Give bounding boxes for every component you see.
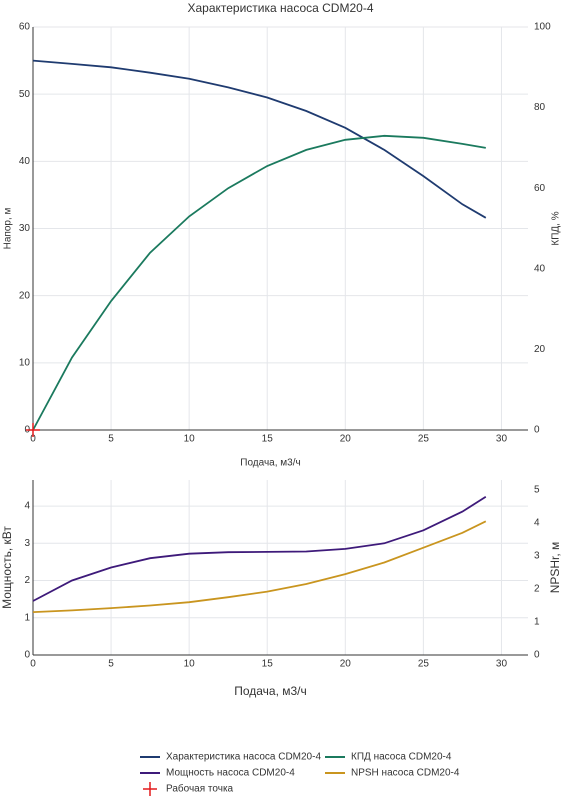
y-tick-label: 50 bbox=[19, 89, 31, 100]
x-axis-label: Подача, м3/ч bbox=[234, 684, 307, 698]
series-line bbox=[32, 520, 487, 613]
series-line bbox=[32, 59, 487, 219]
x-tick-label: 20 bbox=[340, 659, 352, 670]
y2-tick-label: 80 bbox=[534, 102, 546, 113]
legend-label: NPSH насоса CDM20-4 bbox=[351, 768, 460, 779]
working-point bbox=[26, 423, 40, 437]
y-tick-label: 20 bbox=[19, 290, 31, 301]
y2-tick-label: 4 bbox=[534, 518, 540, 529]
legend-label: Мощность насоса CDM20-4 bbox=[166, 768, 295, 779]
y-tick-label: 3 bbox=[24, 538, 30, 549]
y-tick-label: 40 bbox=[19, 156, 31, 167]
y2-tick-label: 1 bbox=[534, 617, 540, 628]
y2-tick-label: 5 bbox=[534, 485, 540, 496]
y2-tick-label: 20 bbox=[534, 344, 546, 355]
x-tick-label: 15 bbox=[262, 434, 274, 445]
x-tick-label: 30 bbox=[496, 434, 508, 445]
series-line bbox=[32, 496, 487, 602]
x-tick-label: 25 bbox=[418, 659, 430, 670]
y2-tick-label: 2 bbox=[534, 584, 540, 595]
x-tick-label: 30 bbox=[496, 659, 508, 670]
y-tick-label: 10 bbox=[19, 357, 31, 368]
y-tick-label: 0 bbox=[24, 650, 30, 661]
y2-tick-label: 40 bbox=[534, 263, 546, 274]
legend-marker bbox=[143, 782, 157, 796]
y-axis-label: Напор, м bbox=[3, 208, 14, 250]
y-tick-label: 60 bbox=[19, 22, 31, 33]
y2-tick-label: 3 bbox=[534, 551, 540, 562]
y2-tick-label: 0 bbox=[534, 650, 540, 661]
x-tick-label: 15 bbox=[262, 659, 274, 670]
y2-axis-label: NPSHr, м bbox=[548, 542, 562, 594]
x-tick-label: 0 bbox=[30, 434, 36, 445]
chart-title: Характеристика насоса CDM20-4 bbox=[187, 1, 373, 15]
x-tick-label: 5 bbox=[108, 659, 114, 670]
y2-tick-label: 100 bbox=[534, 22, 551, 33]
y-tick-label: 4 bbox=[24, 501, 30, 512]
x-axis-label: Подача, м3/ч bbox=[240, 458, 300, 469]
y2-axis-label: КПД, % bbox=[551, 211, 562, 245]
y-tick-label: 30 bbox=[19, 223, 31, 234]
x-tick-label: 10 bbox=[184, 434, 196, 445]
x-tick-label: 25 bbox=[418, 434, 430, 445]
series-line bbox=[32, 134, 486, 431]
y-tick-label: 2 bbox=[24, 575, 30, 586]
y-axis-label: Мощность, кВт bbox=[0, 526, 14, 609]
x-tick-label: 0 bbox=[30, 659, 36, 670]
x-tick-label: 5 bbox=[108, 434, 114, 445]
legend-label: Характеристика насоса CDM20-4 bbox=[166, 752, 321, 763]
legend-label: Рабочая точка bbox=[166, 783, 234, 795]
y2-tick-label: 60 bbox=[534, 183, 546, 194]
y2-tick-label: 0 bbox=[534, 425, 540, 436]
legend-label: КПД насоса CDM20-4 bbox=[351, 752, 452, 763]
x-tick-label: 10 bbox=[184, 659, 196, 670]
x-tick-label: 20 bbox=[340, 434, 352, 445]
y-tick-label: 1 bbox=[24, 612, 30, 623]
